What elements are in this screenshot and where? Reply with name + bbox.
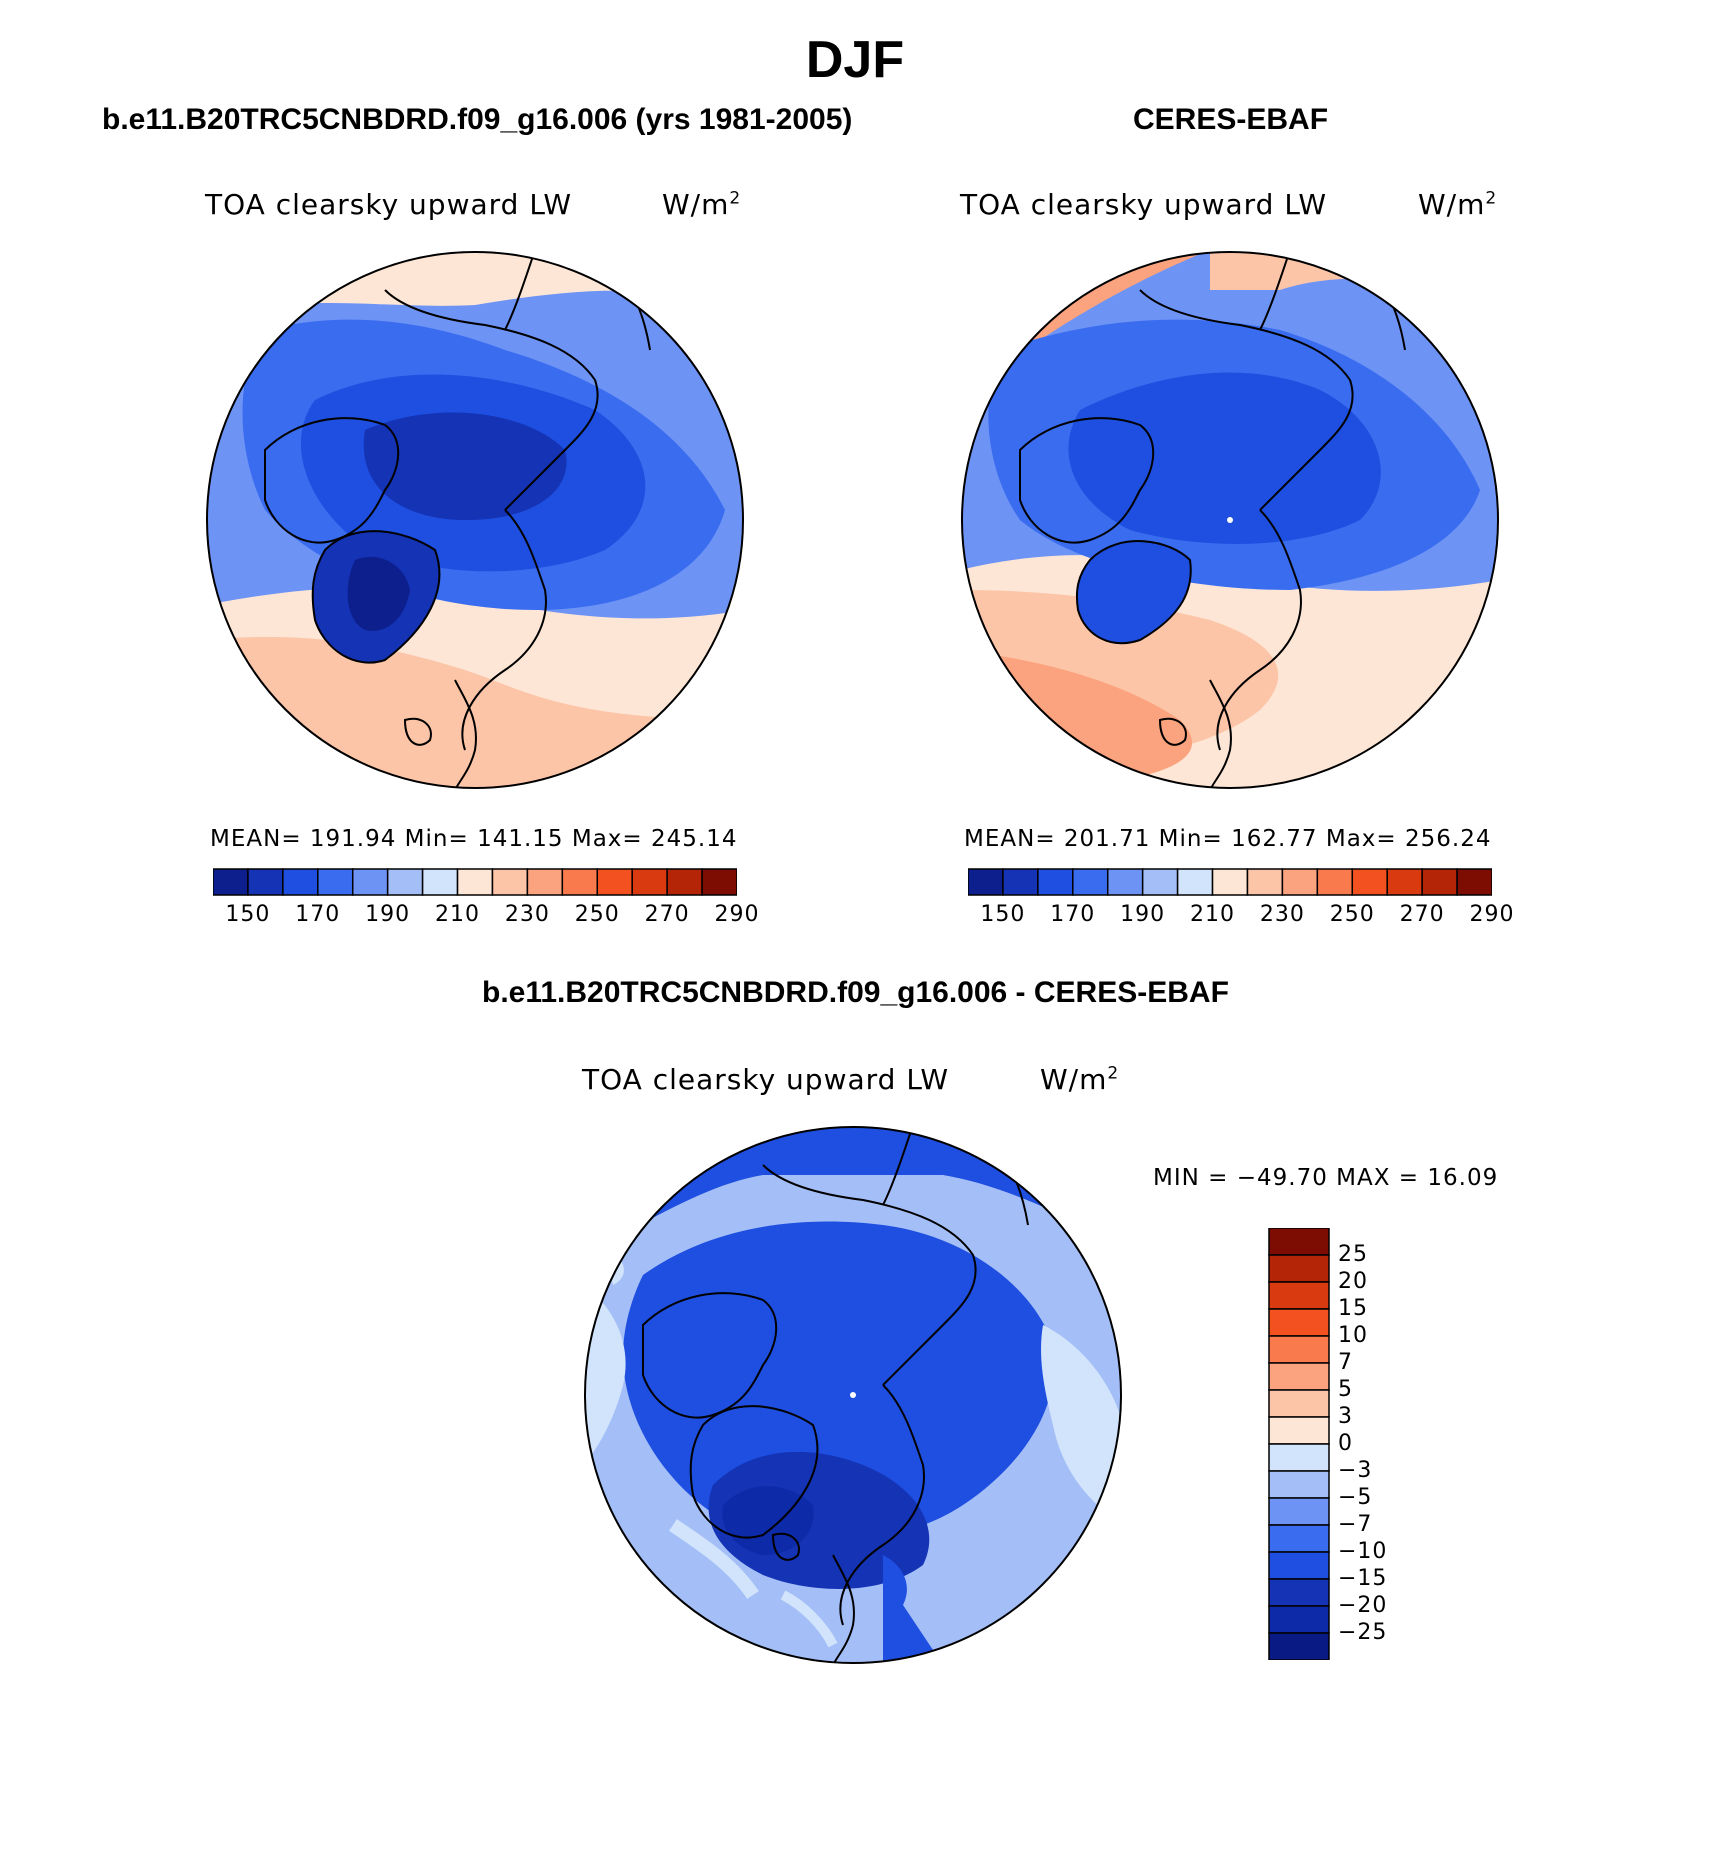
diff-colorbar-box bbox=[1268, 1416, 1330, 1445]
diff-colorbar-box bbox=[1268, 1389, 1330, 1418]
model-colorbar-box bbox=[701, 868, 737, 896]
diff-colorbar-box bbox=[1268, 1254, 1330, 1283]
obs-colorbar-tick: 170 bbox=[1050, 902, 1096, 927]
diff-colorbar-tick: 0 bbox=[1338, 1431, 1353, 1456]
model-colorbar-tick: 210 bbox=[435, 902, 481, 927]
obs-colorbar-box bbox=[1246, 868, 1284, 896]
model-colorbar-box bbox=[596, 868, 633, 896]
model-colorbar-box bbox=[421, 868, 459, 896]
model-variable-label: TOA clearsky upward LW bbox=[205, 188, 573, 221]
obs-colorbar-box bbox=[1316, 868, 1354, 896]
diff-colorbar-box bbox=[1268, 1308, 1330, 1337]
model-colorbar-tick: 170 bbox=[295, 902, 341, 927]
diff-colorbar-tick: 7 bbox=[1338, 1350, 1353, 1375]
model-colorbar-tick: 150 bbox=[225, 902, 271, 927]
diff-minmax: MIN = −49.70 MAX = 16.09 bbox=[1153, 1165, 1499, 1191]
model-colorbar-tick: 190 bbox=[365, 902, 411, 927]
obs-colorbar-tick: 230 bbox=[1259, 902, 1305, 927]
obs-colorbar-box bbox=[1037, 868, 1074, 896]
model-colorbar-box bbox=[456, 868, 494, 896]
obs-colorbar-tick: 270 bbox=[1399, 902, 1445, 927]
model-colorbar-box bbox=[282, 868, 319, 896]
diff-colorbar-box bbox=[1268, 1497, 1330, 1526]
model-colorbar bbox=[213, 868, 737, 896]
diff-variable-label: TOA clearsky upward LW bbox=[582, 1063, 950, 1096]
diff-colorbar-box bbox=[1268, 1443, 1330, 1472]
diff-colorbar-tick: −5 bbox=[1338, 1485, 1373, 1510]
diff-colorbar-tick: 5 bbox=[1338, 1377, 1353, 1402]
model-colorbar-box bbox=[526, 868, 564, 896]
obs-colorbar-box bbox=[1281, 868, 1319, 896]
obs-colorbar-box bbox=[968, 868, 1004, 896]
obs-colorbar-tick: 290 bbox=[1469, 902, 1515, 927]
model-colorbar-box bbox=[351, 868, 389, 896]
diff-panel-title: b.e11.B20TRC5CNBDRD.f09_g16.006 - CERES-… bbox=[482, 976, 1229, 1009]
model-colorbar-tick: 290 bbox=[714, 902, 760, 927]
obs-stats: MEAN= 201.71 Min= 162.77 Max= 256.24 bbox=[964, 826, 1492, 852]
model-colorbar-tick: 230 bbox=[504, 902, 550, 927]
model-colorbar-box bbox=[317, 868, 354, 896]
obs-colorbar-box bbox=[1421, 868, 1458, 896]
model-colorbar-box bbox=[666, 868, 703, 896]
diff-colorbar-tick: −3 bbox=[1338, 1458, 1373, 1483]
model-units-label: W/m2 bbox=[662, 188, 742, 221]
obs-colorbar-labels: 150 170 190 210 230 250 270 290 bbox=[968, 902, 1513, 932]
diff-units-label: W/m2 bbox=[1040, 1063, 1120, 1096]
model-polar-map bbox=[206, 251, 744, 789]
obs-colorbar-box bbox=[1386, 868, 1423, 896]
obs-colorbar-tick: 150 bbox=[980, 902, 1026, 927]
diff-colorbar-tick: 3 bbox=[1338, 1404, 1353, 1429]
diff-colorbar-tick: 15 bbox=[1338, 1296, 1368, 1321]
model-colorbar-box bbox=[491, 868, 529, 896]
model-colorbar-box bbox=[213, 868, 249, 896]
diff-colorbar-box bbox=[1268, 1605, 1330, 1634]
model-stats: MEAN= 191.94 Min= 141.15 Max= 245.14 bbox=[210, 826, 738, 852]
diff-colorbar-labels: 25 20 15 10 7 5 3 0 −3 −5 −7 −10 −15 −20 −25 bbox=[1338, 1228, 1418, 1660]
obs-colorbar-box bbox=[1106, 868, 1144, 896]
obs-colorbar-box bbox=[1002, 868, 1039, 896]
model-colorbar-labels: 150 170 190 210 230 250 270 290 bbox=[213, 902, 758, 932]
diff-colorbar-tick: −15 bbox=[1338, 1566, 1388, 1591]
model-colorbar-box bbox=[631, 868, 668, 896]
diff-colorbar bbox=[1268, 1228, 1330, 1660]
diff-colorbar-box bbox=[1268, 1632, 1330, 1660]
obs-colorbar bbox=[968, 868, 1492, 896]
model-colorbar-tick: 270 bbox=[644, 902, 690, 927]
diff-colorbar-box bbox=[1268, 1524, 1330, 1553]
diff-colorbar-tick: 25 bbox=[1338, 1242, 1368, 1267]
diff-colorbar-tick: 10 bbox=[1338, 1323, 1368, 1348]
obs-variable-label: TOA clearsky upward LW bbox=[960, 188, 1328, 221]
diff-colorbar-tick: −20 bbox=[1338, 1593, 1388, 1618]
page-title: DJF bbox=[805, 31, 905, 89]
diff-colorbar-tick: −7 bbox=[1338, 1512, 1373, 1537]
model-colorbar-box bbox=[386, 868, 424, 896]
diff-colorbar-box bbox=[1268, 1551, 1330, 1580]
obs-colorbar-tick: 250 bbox=[1329, 902, 1375, 927]
model-colorbar-tick: 250 bbox=[574, 902, 620, 927]
model-colorbar-box bbox=[247, 868, 284, 896]
diff-colorbar-tick: 20 bbox=[1338, 1269, 1368, 1294]
obs-colorbar-tick: 190 bbox=[1120, 902, 1166, 927]
diff-colorbar-tick: −10 bbox=[1338, 1539, 1388, 1564]
obs-polar-map bbox=[961, 251, 1499, 789]
diff-colorbar-box bbox=[1268, 1362, 1330, 1391]
model-panel-title: b.e11.B20TRC5CNBDRD.f09_g16.006 (yrs 198… bbox=[102, 103, 853, 136]
obs-colorbar-tick: 210 bbox=[1190, 902, 1236, 927]
obs-colorbar-box bbox=[1456, 868, 1492, 896]
diff-colorbar-box bbox=[1268, 1228, 1330, 1256]
obs-colorbar-box bbox=[1351, 868, 1388, 896]
obs-colorbar-box bbox=[1141, 868, 1179, 896]
obs-colorbar-box bbox=[1176, 868, 1214, 896]
diff-colorbar-box bbox=[1268, 1281, 1330, 1310]
diff-colorbar-box bbox=[1268, 1578, 1330, 1607]
diff-colorbar-tick: −25 bbox=[1338, 1620, 1388, 1645]
diff-colorbar-box bbox=[1268, 1470, 1330, 1499]
model-colorbar-box bbox=[561, 868, 599, 896]
obs-colorbar-box bbox=[1072, 868, 1109, 896]
obs-colorbar-box bbox=[1211, 868, 1249, 896]
diff-colorbar-box bbox=[1268, 1335, 1330, 1364]
obs-panel-title: CERES-EBAF bbox=[1133, 103, 1329, 136]
obs-units-label: W/m2 bbox=[1418, 188, 1498, 221]
diff-polar-map bbox=[584, 1126, 1122, 1664]
